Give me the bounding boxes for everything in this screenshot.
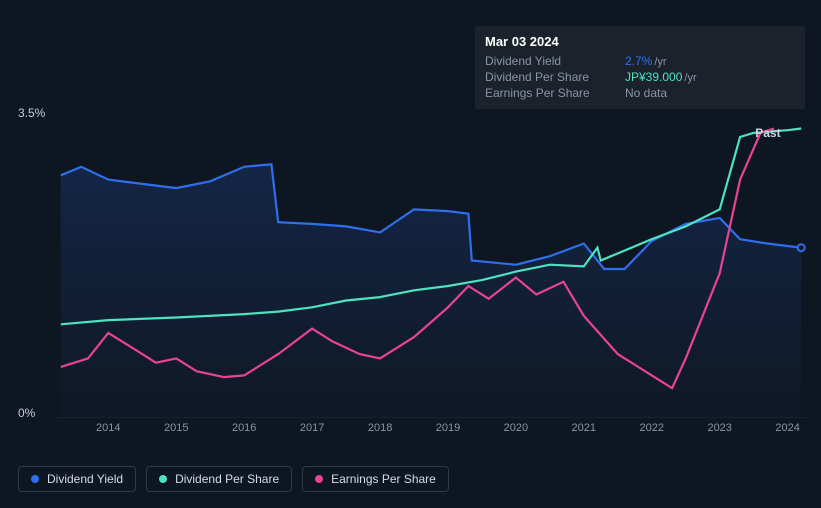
legend-item-earnings-per-share[interactable]: Earnings Per Share bbox=[302, 466, 449, 492]
x-axis-tick-label: 2024 bbox=[775, 422, 799, 434]
legend-label: Dividend Per Share bbox=[175, 472, 279, 486]
x-axis-tick-label: 2021 bbox=[572, 422, 596, 434]
past-label: Past bbox=[755, 126, 780, 140]
chart-plot-svg bbox=[54, 120, 808, 418]
dividend-chart[interactable]: 3.5% 0% Past 2014 2015 2016 2017 2018 2019 202… bbox=[18, 106, 808, 446]
legend-dot-icon bbox=[31, 475, 39, 483]
tooltip-date: Mar 03 2024 bbox=[485, 32, 795, 53]
legend-dot-icon bbox=[159, 475, 167, 483]
y-axis-tick-label: 0% bbox=[18, 406, 35, 420]
area-dividend-yield bbox=[61, 164, 801, 418]
x-axis-tick-label: 2019 bbox=[436, 422, 460, 434]
tooltip-value: No data bbox=[625, 86, 667, 100]
legend-dot-icon bbox=[315, 475, 323, 483]
legend-item-dividend-per-share[interactable]: Dividend Per Share bbox=[146, 466, 292, 492]
end-marker bbox=[798, 244, 805, 251]
legend-item-dividend-yield[interactable]: Dividend Yield bbox=[18, 466, 136, 492]
tooltip-value: 2.7% bbox=[625, 54, 652, 68]
x-axis-tick-label: 2015 bbox=[164, 422, 188, 434]
x-axis-tick-label: 2022 bbox=[640, 422, 664, 434]
x-axis: 2014 2015 2016 2017 2018 2019 2020 2021 2022 2023… bbox=[54, 422, 808, 442]
tooltip-label: Dividend Per Share bbox=[485, 70, 625, 84]
tooltip-row: Dividend Per Share JP¥39.000 /yr bbox=[485, 69, 795, 85]
legend-label: Dividend Yield bbox=[47, 472, 123, 486]
tooltip-unit: /yr bbox=[654, 56, 666, 68]
y-axis-tick-label: 3.5% bbox=[18, 106, 45, 120]
x-axis-tick-label: 2014 bbox=[96, 422, 120, 434]
tooltip-row: Earnings Per Share No data bbox=[485, 85, 795, 101]
x-axis-tick-label: 2020 bbox=[504, 422, 528, 434]
chart-legend: Dividend Yield Dividend Per Share Earnin… bbox=[18, 466, 449, 492]
x-axis-tick-label: 2023 bbox=[707, 422, 731, 434]
x-axis-tick-label: 2016 bbox=[232, 422, 256, 434]
tooltip-row: Dividend Yield 2.7% /yr bbox=[485, 53, 795, 69]
x-axis-tick-label: 2017 bbox=[300, 422, 324, 434]
tooltip-value: JP¥39.000 bbox=[625, 70, 682, 84]
tooltip-label: Earnings Per Share bbox=[485, 86, 625, 100]
chart-tooltip: Mar 03 2024 Dividend Yield 2.7% /yr Divi… bbox=[475, 26, 805, 109]
tooltip-unit: /yr bbox=[684, 72, 696, 84]
tooltip-label: Dividend Yield bbox=[485, 54, 625, 68]
legend-label: Earnings Per Share bbox=[331, 472, 436, 486]
x-axis-tick-label: 2018 bbox=[368, 422, 392, 434]
